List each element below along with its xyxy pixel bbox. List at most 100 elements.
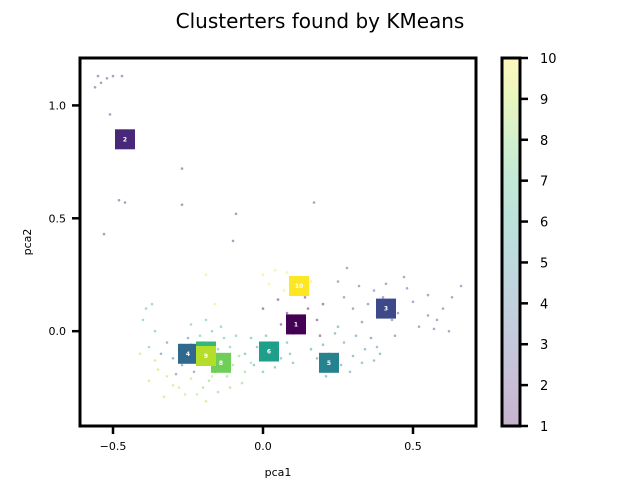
data-point (171, 357, 175, 360)
data-point (312, 201, 316, 204)
data-point (321, 302, 325, 306)
data-point (360, 320, 364, 324)
data-point (225, 375, 229, 378)
data-point (351, 307, 355, 310)
data-point (336, 280, 340, 283)
data-point (411, 300, 415, 304)
data-point (180, 203, 184, 206)
data-point (219, 325, 223, 329)
data-point (279, 357, 283, 360)
cluster-center-2: 2 (115, 129, 135, 150)
cluster-center-10: 10 (289, 276, 309, 296)
data-point (102, 232, 106, 236)
cluster-center-marker (259, 341, 279, 362)
data-point (318, 334, 322, 338)
x-axis-label: pca1 (265, 466, 292, 479)
y-tick-label: 1.0 (49, 99, 67, 112)
y-tick-label: 0.0 (49, 325, 67, 338)
data-point (363, 347, 367, 351)
colorbar-tick-label: 8 (540, 134, 548, 149)
data-point (183, 393, 187, 396)
y-axis-label: pca2 (21, 229, 34, 256)
data-point (432, 327, 436, 331)
cluster-center-6: 6 (259, 341, 279, 362)
data-point (120, 74, 124, 78)
cluster-center-1: 1 (286, 314, 306, 335)
data-point (231, 239, 235, 243)
data-point (396, 311, 400, 315)
data-point (111, 74, 115, 78)
cluster-center-marker (319, 352, 339, 373)
cluster-center-label: 1 (294, 321, 298, 328)
data-point (138, 352, 142, 356)
data-point (228, 345, 232, 349)
data-point (315, 357, 319, 360)
data-point (156, 368, 160, 371)
data-point (213, 302, 217, 306)
colorbar-tick-label: 6 (540, 216, 548, 231)
data-point (123, 201, 127, 204)
colorbar-tick-label: 3 (540, 338, 548, 353)
data-point (204, 273, 208, 277)
data-point (249, 361, 253, 365)
colorbar-ticks: 1 2 3 4 5 6 7 8 9 10 (520, 52, 557, 435)
data-point (159, 352, 163, 356)
data-point (198, 334, 202, 338)
data-point (234, 334, 238, 338)
cluster-center-marker (376, 298, 396, 319)
data-point (354, 334, 358, 338)
data-point (348, 370, 352, 374)
data-point (201, 386, 205, 389)
data-point (261, 307, 265, 310)
cluster-center-9: 9 (196, 346, 216, 366)
cluster-center-marker (178, 343, 198, 364)
cluster-center-label: 10 (295, 283, 303, 290)
data-point (345, 266, 349, 270)
data-point (372, 289, 376, 292)
data-point (261, 273, 265, 277)
data-point (93, 86, 97, 89)
data-point (231, 363, 235, 367)
cluster-center-label: 2 (123, 136, 127, 143)
data-point (204, 399, 208, 403)
data-point (291, 361, 295, 365)
data-point (180, 167, 184, 170)
data-point (378, 352, 382, 356)
data-point (204, 318, 208, 322)
data-point (390, 318, 394, 322)
data-point (243, 352, 247, 356)
data-point (381, 296, 385, 299)
cluster-center-marker (286, 314, 306, 335)
data-point (450, 296, 454, 299)
data-point (264, 334, 268, 338)
plot-frame (78, 56, 478, 428)
data-point (192, 370, 196, 374)
data-point (162, 395, 166, 399)
y-tick-label: 0.5 (49, 212, 67, 225)
cluster-center-5: 5 (319, 352, 339, 373)
data-point (366, 302, 370, 306)
data-point (336, 325, 340, 329)
data-point (447, 329, 451, 333)
colorbar: 1 2 3 4 5 6 7 8 9 10 (500, 52, 557, 435)
data-point (189, 323, 193, 326)
data-point (177, 386, 181, 389)
data-point (417, 325, 421, 329)
data-point (228, 386, 232, 389)
cluster-center-label: 3 (384, 306, 388, 313)
data-point (372, 359, 376, 362)
data-point (189, 377, 193, 380)
chart-title: Clusterters found by KMeans (176, 9, 465, 33)
data-point (351, 354, 355, 358)
data-point (147, 379, 151, 383)
data-point (393, 334, 397, 338)
colorbar-gradient (502, 58, 520, 426)
data-point (267, 282, 271, 286)
data-point (165, 341, 169, 344)
colorbar-tick-label: 9 (540, 93, 548, 108)
data-point (282, 289, 286, 292)
data-point (357, 284, 361, 288)
data-point (240, 381, 244, 385)
x-tick-label: 0.5 (404, 440, 422, 453)
